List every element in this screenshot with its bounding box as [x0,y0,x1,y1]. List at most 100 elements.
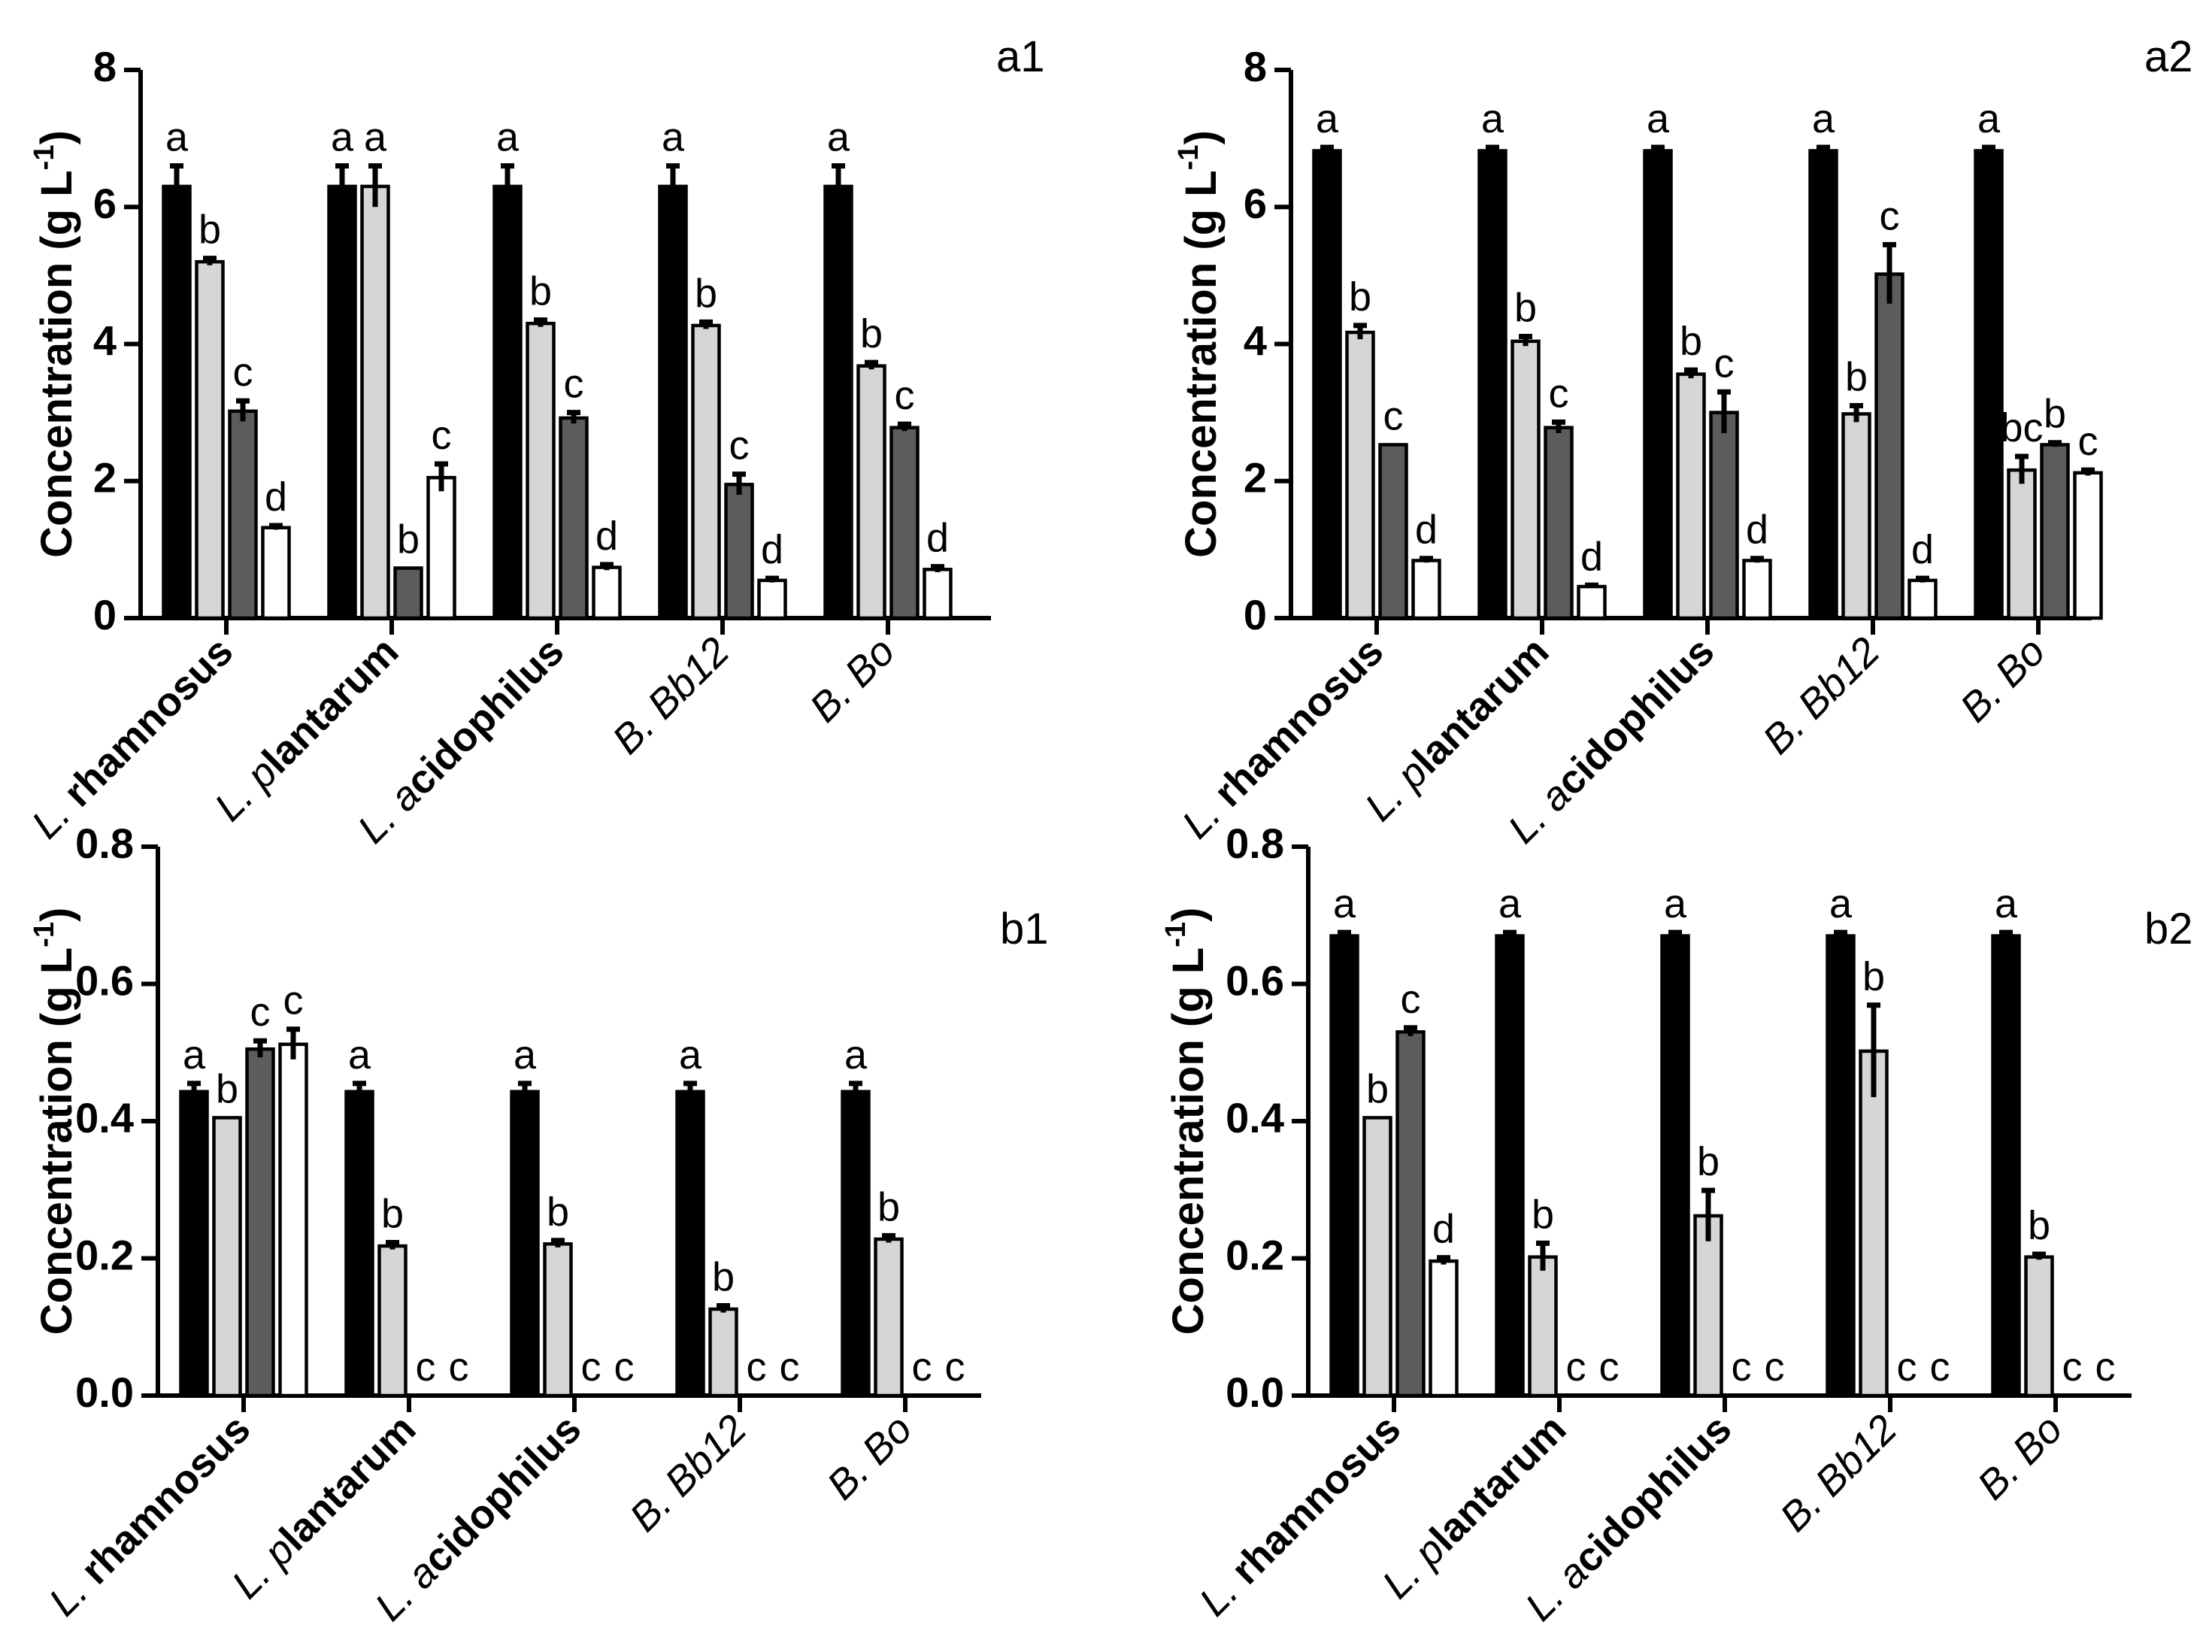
significance-label: a [1664,881,1687,926]
bar-bo-series-1 [1974,149,2004,620]
bar-bb12-series-3 [724,483,754,620]
y-axis-title: Concentration (g L-1) [29,908,81,1335]
significance-label: a [1812,96,1835,141]
significance-label: a [1829,881,1853,926]
significance-label: a [165,115,189,160]
significance-label: b [1862,954,1885,999]
bar-lantarum-series-1 [327,184,357,620]
bar-bb12-series-2 [1841,412,1871,620]
y-tick-label: 0.2 [1226,1231,1284,1278]
category-group-rhamnosus: a b c d [162,115,291,620]
significance-label: b [1680,319,1702,364]
significance-label: c [564,362,584,407]
significance-label: c [729,423,750,468]
significance-label: b [695,271,717,316]
category-label-species: cidophilus [414,1406,589,1581]
significance-label: a [364,115,387,160]
significance-label: b [529,269,552,314]
bar-rhamnosus-series-2 [195,259,225,620]
bar-bo-series-1 [1991,934,2021,1398]
bar-cidophilus-series-3 [559,416,589,620]
y-tick-label: 4 [93,317,117,364]
bar-cidophilus-series-2 [526,321,556,620]
bar-bb12-series-4 [1907,578,1938,620]
significance-label: c [1566,1344,1586,1390]
category-group-cidophilus: a b c c [1660,881,1785,1398]
significance-label: a [827,115,850,160]
category-group-rhamnosus: abc c [179,978,308,1398]
bar-cidophilus-series-1 [492,184,523,620]
significance-label: a [662,115,685,160]
bar-bb12-series-2 [691,323,721,620]
significance-label: c [1765,1344,1785,1390]
significance-label: a [1977,96,2001,141]
category-group-bo: a bc bc [1974,96,2103,620]
category-label: B. Bb12 [1754,629,1888,762]
significance-label: a [844,1032,868,1078]
bar-bo-series-2 [874,1237,904,1398]
significance-label: a [331,115,354,160]
category-group-lantarum: a b c c [1495,881,1620,1398]
significance-label: b [1514,285,1537,330]
bar-lantarum-series-4 [1577,584,1607,620]
y-axis-title-superscript: -1 [1173,145,1204,171]
category-label: B. Bo [1952,629,2054,731]
bar-rhamnosus-series-4 [278,1042,308,1398]
category-label-species: cidophilus [397,629,572,804]
bar-bb12-series-4 [757,578,787,620]
bar-rhamnosus-series-3 [228,409,258,620]
y-tick-label: 0 [1244,591,1267,638]
significance-label: d [926,516,949,561]
y-axis-title-superscript: -1 [29,145,60,171]
significance-label: d [761,527,783,572]
bar-rhamnosus-series-1 [179,1090,209,1398]
significance-label: c [1599,1344,1620,1390]
category-group-bb12: a b c d [1808,96,1938,620]
category-group-bb12: a b c d [658,115,787,620]
significance-label: c [283,978,304,1023]
category-label-species: lantarum [271,1406,425,1560]
bar-rhamnosus-series-2 [212,1116,242,1398]
significance-label: a [514,1032,537,1078]
significance-label: c [432,413,452,458]
panel-label: b2 [2144,905,2193,953]
significance-label: c [1732,1344,1752,1390]
significance-label: c [233,350,253,395]
significance-label: d [1746,508,1768,553]
bar-cidophilus-series-3 [1709,411,1739,620]
significance-label: b [547,1190,569,1235]
category-label: L. rhamnosus [41,1406,259,1625]
bar-rhamnosus-series-1 [1329,934,1359,1398]
category-label: B. Bo [1969,1406,2071,1508]
bar-cidophilus-series-2 [543,1242,573,1398]
bar-bb12-series-1 [658,184,688,620]
category-group-cidophilus: a b c d [492,115,622,620]
bar-rhamnosus-series-4 [1429,1259,1459,1398]
significance-label: b [1532,1192,1554,1237]
panel-label: a2 [2144,32,2193,81]
significance-label: c [581,1344,601,1390]
y-axis-title-suffix: ) [32,130,81,144]
significance-label: a [348,1032,371,1078]
significance-label: b [216,1066,238,1111]
bar-bo-series-2 [856,364,886,620]
bar-rhamnosus-series-4 [1411,559,1441,620]
category-label: L. rhamnosus [1174,629,1392,847]
y-tick-label: 0.4 [75,1094,134,1141]
y-axis-title-text: Concentration (g L [32,170,81,558]
bar-bo-series-2 [2007,468,2037,620]
significance-label: d [1911,527,1934,572]
category-group-cidophilus: a b c c [510,1032,635,1398]
y-axis-title-suffix: ) [1177,130,1226,144]
significance-label: c [2078,419,2098,464]
y-tick-label: 0.4 [1226,1094,1284,1141]
category-group-lantarum: a bc d [1477,96,1607,620]
category-group-bo: a bc d [823,115,953,620]
category-label: B. Bo [819,1406,921,1508]
bar-bo-series-3 [2040,443,2070,620]
category-label: L. rhamnosus [23,629,242,847]
bar-cidophilus-series-1 [510,1090,540,1398]
y-tick-label: 0 [93,591,117,638]
